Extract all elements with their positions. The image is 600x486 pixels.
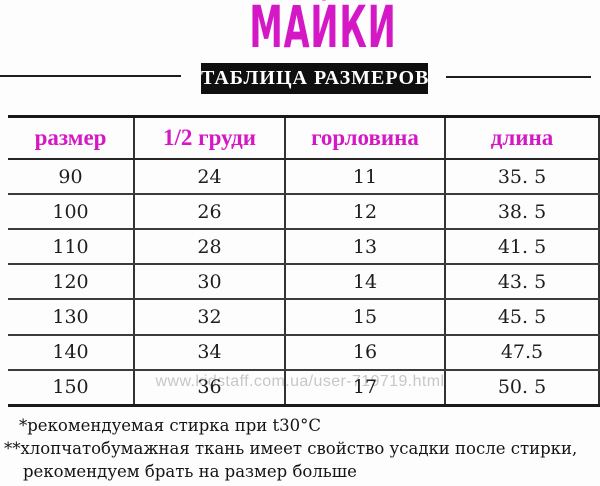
table-row: 120 30 14 43. 5 (8, 264, 600, 301)
header-row: размер 1/2 груди горловина длина (8, 115, 600, 160)
table-cell: 100 (8, 194, 135, 231)
footnote-advice: рекомендуем брать на размер больше (23, 462, 357, 481)
size-table-head: размер 1/2 груди горловина длина (8, 115, 600, 160)
table-cell: 43. 5 (445, 264, 600, 301)
table-cell: 26 (134, 194, 286, 231)
table-cell: 120 (8, 264, 135, 301)
banner-text: ТАБЛИЦА РАЗМЕРОВ (201, 67, 430, 89)
footnote-fabric: **хлопчатобумажная ткань имеет свойство … (4, 439, 578, 458)
table-cell: 150 (8, 369, 135, 407)
banner: ТАБЛИЦА РАЗМЕРОВ (201, 63, 428, 94)
footnotes: *рекомендуемая стирка при t30°C **хлопча… (0, 414, 600, 483)
column-header-length: длина (445, 115, 600, 160)
table-cell: 13 (285, 229, 446, 266)
table-cell: 47.5 (445, 334, 600, 371)
table-cell: 50. 5 (445, 369, 600, 407)
table-cell: 24 (134, 159, 286, 196)
divider-right (446, 76, 591, 78)
table-cell: 38. 5 (445, 194, 600, 231)
table-cell: 45. 5 (445, 299, 600, 336)
page-title: МАЙКИ (0, 0, 600, 61)
table-cell: 32 (134, 299, 286, 336)
size-table: размер 1/2 груди горловина длина 90 24 1… (8, 115, 600, 407)
table-row: 140 34 16 47.5 (8, 334, 600, 371)
column-header-size: размер (8, 115, 135, 160)
table-cell: 30 (134, 264, 286, 301)
table-cell: 110 (8, 229, 135, 266)
page-title-text: МАЙКИ (249, 0, 397, 61)
table-row: 90 24 11 35. 5 (8, 159, 600, 196)
table-cell: 14 (285, 264, 446, 301)
table-cell: 130 (8, 299, 135, 336)
table-cell: 41. 5 (445, 229, 600, 266)
table-row: 150 36 17 50. 5 (8, 369, 600, 407)
table-cell: 16 (285, 334, 446, 371)
table-row: 110 28 13 41. 5 (8, 229, 600, 266)
footnote-wash: *рекомендуемая стирка при t30°C (19, 416, 322, 435)
table-cell: 36 (134, 369, 286, 407)
table-row: 130 32 15 45. 5 (8, 299, 600, 336)
table-cell: 28 (134, 229, 286, 266)
size-table-body: 90 24 11 35. 5 100 26 12 38. 5 110 28 13… (8, 159, 600, 407)
column-header-chest: 1/2 груди (134, 115, 286, 160)
table-cell: 90 (8, 159, 135, 196)
divider-left (0, 75, 181, 77)
table-cell: 17 (285, 369, 446, 407)
table-cell: 12 (285, 194, 446, 231)
column-header-neckline: горловина (285, 115, 446, 160)
table-cell: 11 (285, 159, 446, 196)
table-cell: 34 (134, 334, 286, 371)
table-cell: 35. 5 (445, 159, 600, 196)
table-cell: 140 (8, 334, 135, 371)
table-cell: 15 (285, 299, 446, 336)
table-row: 100 26 12 38. 5 (8, 194, 600, 231)
